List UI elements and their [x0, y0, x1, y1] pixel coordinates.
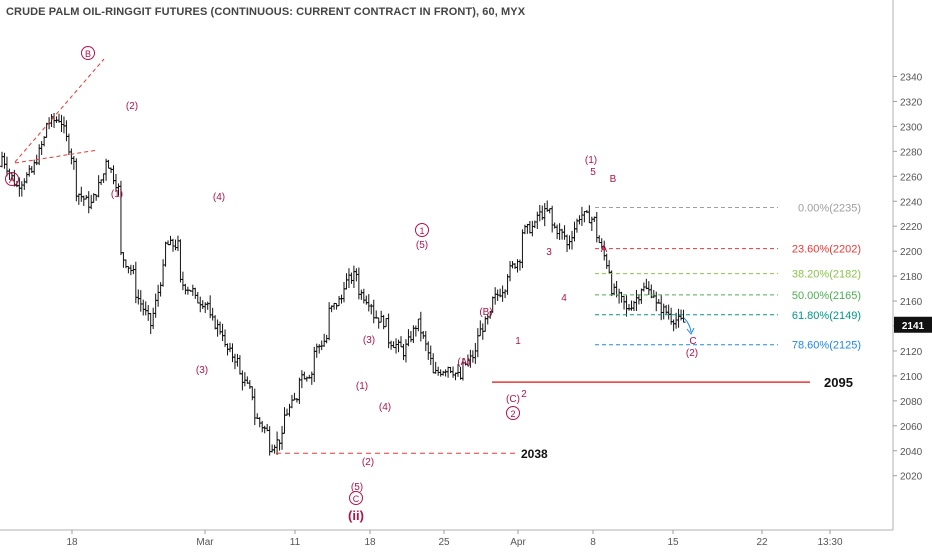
wave-label: (C) — [506, 394, 520, 405]
time-axis-label: 8 — [590, 537, 596, 548]
fib-level-label: 78.60%(2125) — [792, 340, 861, 352]
price-axis-label: 2340 — [900, 73, 923, 84]
price-axis-label: 2020 — [900, 472, 923, 483]
wave-label-circle — [506, 406, 520, 420]
wave-label: (B) — [479, 307, 492, 318]
wave-label-circle — [5, 172, 19, 186]
wave-label: (5) — [416, 240, 428, 251]
fib-level-label: 23.60%(2202) — [792, 244, 861, 256]
last-price-tag — [894, 316, 932, 333]
fib-level-label: 38.20%(2182) — [792, 269, 861, 281]
wave-label: B — [85, 49, 91, 59]
wave-label: 1 — [419, 226, 424, 236]
price-axis-label: 2320 — [900, 97, 923, 108]
wave-label: (ii) — [348, 508, 364, 523]
time-axis-label: 25 — [438, 537, 450, 548]
price-axis-label: 2260 — [900, 172, 923, 183]
last-price-label: 2141 — [902, 321, 925, 332]
wave-label: A — [601, 244, 608, 255]
price-axis-label: 2160 — [900, 297, 923, 308]
projection-arrowhead — [686, 327, 695, 335]
fib-level-label: 50.00%(2165) — [792, 290, 861, 302]
trendline-lower — [14, 149, 99, 164]
wave-label: (1) — [111, 189, 123, 200]
time-axis-label: 18 — [66, 537, 78, 548]
price-axis-label: 2040 — [900, 447, 923, 458]
time-axis-label: 13:30 — [817, 537, 842, 548]
price-axis-label: 2220 — [900, 222, 923, 233]
projection-arrow — [683, 317, 692, 333]
time-axis-label: Apr — [510, 537, 526, 548]
price-axis-label: 2060 — [900, 422, 923, 433]
wave-label: (1) — [585, 155, 597, 166]
wave-label: 3 — [546, 247, 552, 258]
price-axis-label: 2240 — [900, 197, 923, 208]
wave-label: 1 — [515, 336, 521, 347]
wave-label: A — [9, 175, 15, 185]
wave-label: 2 — [521, 389, 527, 400]
wave-label: (4) — [379, 402, 391, 413]
wave-label: 2 — [510, 409, 515, 419]
wave-label-circle — [349, 491, 363, 505]
wave-label: C — [353, 494, 360, 504]
support-label-2038: 2038 — [521, 447, 548, 461]
wave-label: (A) — [457, 357, 470, 368]
wave-label: 5 — [590, 167, 596, 178]
wave-label: 4 — [561, 293, 567, 304]
wave-label: (3) — [363, 335, 375, 346]
time-axis-label: 11 — [290, 537, 301, 548]
wave-label: (3) — [196, 365, 208, 376]
wave-label: C — [689, 336, 696, 347]
wave-label: B — [610, 174, 617, 185]
wave-label: (1) — [356, 381, 368, 392]
fib-level-label: 0.00%(2235) — [798, 202, 861, 214]
price-axis-label: 2180 — [900, 272, 923, 283]
price-axis-label: 2300 — [900, 122, 923, 133]
time-axis-label: 22 — [756, 537, 768, 548]
price-axis-label: 2200 — [900, 247, 923, 258]
price-axis-label: 2120 — [900, 347, 923, 358]
wave-label: (2) — [126, 101, 138, 112]
support-label-2095: 2095 — [824, 375, 853, 390]
wave-label: (5) — [351, 482, 363, 493]
time-axis-label: 18 — [364, 537, 376, 548]
time-axis-label: 15 — [667, 537, 679, 548]
wave-label-circle — [81, 46, 95, 60]
time-axis-label: Mar — [196, 537, 214, 548]
trendline-upper — [14, 58, 105, 163]
fib-level-label: 61.80%(2149) — [792, 310, 861, 322]
price-axis-label: 2080 — [900, 397, 923, 408]
chart-title: CRUDE PALM OIL-RINGGIT FUTURES (CONTINUO… — [6, 6, 526, 18]
wave-label: (2) — [362, 457, 374, 468]
wave-label: (2) — [686, 348, 698, 359]
wave-label-circle — [415, 223, 429, 237]
price-axis-label: 2280 — [900, 147, 923, 158]
wave-label: (4) — [213, 192, 225, 203]
price-axis-label: 2100 — [900, 372, 923, 383]
